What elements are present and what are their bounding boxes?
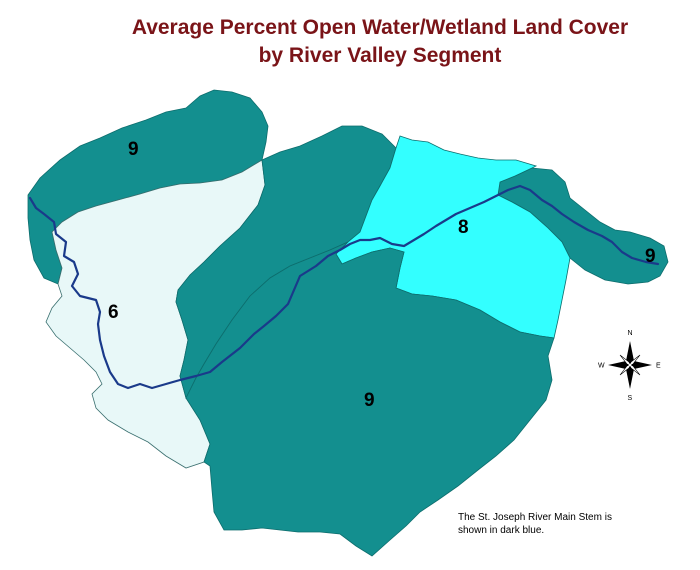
- compass-north-label: N: [628, 330, 633, 337]
- st-joseph-river: [28, 184, 660, 390]
- compass-west-label: W: [598, 363, 605, 370]
- title-line-2: by River Valley Segment: [258, 44, 502, 67]
- segment-label-northwest: 9: [128, 139, 139, 160]
- note-line-2: shown in dark blue.: [458, 525, 545, 536]
- segment-label-south-central: 9: [364, 390, 375, 411]
- compass-east-label: E: [656, 363, 661, 370]
- segment-label-far-east: 9: [645, 246, 656, 267]
- segment-label-west: 6: [108, 302, 119, 323]
- compass-south-label: S: [628, 395, 633, 402]
- map-note: The St. Joseph River Main Stem is shown …: [458, 511, 668, 537]
- compass-rose-icon: N S E W: [598, 330, 661, 402]
- segment-label-east-central: 8: [458, 217, 469, 238]
- map-title: Average Percent Open Water/Wetland Land …: [70, 14, 690, 70]
- note-line-1: The St. Joseph River Main Stem is: [458, 512, 612, 523]
- segment-south-central: [185, 241, 555, 557]
- title-line-1: Average Percent Open Water/Wetland Land …: [131, 16, 629, 39]
